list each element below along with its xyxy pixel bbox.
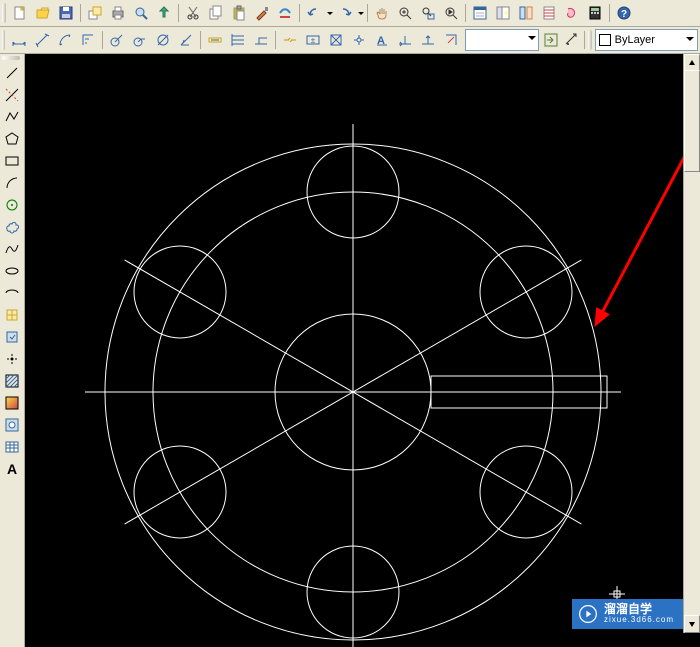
zoom-in-icon[interactable]: [394, 2, 416, 24]
toolbar-grip[interactable]: [2, 3, 6, 23]
hatch-icon[interactable]: [1, 370, 23, 392]
new-icon[interactable]: [9, 2, 31, 24]
region-icon[interactable]: [1, 414, 23, 436]
dim-jogged-icon[interactable]: [129, 29, 151, 51]
redo-icon[interactable]: [334, 2, 356, 24]
properties-icon[interactable]: [469, 2, 491, 24]
play-icon: [578, 604, 598, 624]
dim-baseline-icon[interactable]: [227, 29, 249, 51]
top-toolbar: ?: [0, 0, 700, 27]
dim-linear-icon[interactable]: [8, 29, 30, 51]
plot-icon[interactable]: [107, 2, 129, 24]
scroll-thumb[interactable]: [684, 70, 700, 172]
dim-update-icon[interactable]: [542, 29, 561, 51]
dimension-toolbar: ± A ByLayer: [0, 27, 700, 54]
svg-text:±: ±: [311, 36, 316, 45]
cad-drawing: [25, 54, 685, 647]
polygon-icon[interactable]: [1, 128, 23, 150]
dim-space-icon[interactable]: [279, 29, 301, 51]
dim-ordinate-icon[interactable]: [77, 29, 99, 51]
point-icon[interactable]: [1, 348, 23, 370]
dim-break-icon[interactable]: ±: [302, 29, 324, 51]
color-dropdown[interactable]: ByLayer: [595, 29, 698, 51]
dim-arc-icon[interactable]: [54, 29, 76, 51]
pan-icon[interactable]: [371, 2, 393, 24]
draw-toolbar: A: [0, 54, 25, 647]
separator: [367, 4, 368, 22]
pline-icon[interactable]: [1, 106, 23, 128]
vertical-scrollbar[interactable]: [683, 54, 700, 633]
paste-icon[interactable]: [228, 2, 250, 24]
copy-icon[interactable]: [205, 2, 227, 24]
match-icon[interactable]: [251, 2, 273, 24]
sheet-icon[interactable]: [538, 2, 560, 24]
spline-icon[interactable]: [1, 238, 23, 260]
dim-aligned-icon[interactable]: [31, 29, 53, 51]
table-icon[interactable]: [1, 436, 23, 458]
jogged-linear-icon[interactable]: [394, 29, 416, 51]
color-swatch: [599, 34, 611, 46]
mtext-icon[interactable]: A: [1, 458, 23, 480]
svg-text:?: ?: [621, 9, 627, 20]
dim-style-dropdown[interactable]: [465, 29, 538, 51]
svg-text:A: A: [7, 461, 17, 477]
separator: [178, 4, 179, 22]
help-icon[interactable]: ?: [613, 2, 635, 24]
circle-icon[interactable]: [1, 194, 23, 216]
separator: [609, 4, 610, 22]
dim-quick-icon[interactable]: [204, 29, 226, 51]
watermark: 溜溜自学 zixue.3d66.com: [572, 599, 684, 629]
separator: [200, 31, 201, 49]
separator: [299, 4, 300, 22]
publish-icon[interactable]: [153, 2, 175, 24]
tolerance-icon[interactable]: [325, 29, 347, 51]
zoom-window-icon[interactable]: [417, 2, 439, 24]
toolbar-grip[interactable]: [2, 56, 20, 60]
block-icon[interactable]: [1, 304, 23, 326]
separator: [584, 31, 585, 49]
markup-icon[interactable]: [561, 2, 583, 24]
brush-icon[interactable]: [274, 2, 296, 24]
toolbar-grip[interactable]: [2, 30, 5, 50]
rectangle-icon[interactable]: [1, 150, 23, 172]
toolbar-grip[interactable]: [588, 30, 591, 50]
drawing-canvas[interactable]: 溜溜自学 zixue.3d66.com: [25, 54, 700, 647]
ellipsearc-icon[interactable]: [1, 282, 23, 304]
preview-icon[interactable]: [130, 2, 152, 24]
makeblock-icon[interactable]: [1, 326, 23, 348]
undo-icon[interactable]: [303, 2, 325, 24]
separator: [102, 31, 103, 49]
inspect-icon[interactable]: A: [371, 29, 393, 51]
dcenter-icon[interactable]: [492, 2, 514, 24]
gradient-icon[interactable]: [1, 392, 23, 414]
line-icon[interactable]: [1, 62, 23, 84]
dim-radius-icon[interactable]: [106, 29, 128, 51]
xline-icon[interactable]: [1, 84, 23, 106]
dim-diameter-icon[interactable]: [152, 29, 174, 51]
dim-tedit-icon[interactable]: [440, 29, 462, 51]
dim-continue-icon[interactable]: [250, 29, 272, 51]
toolpal-icon[interactable]: [515, 2, 537, 24]
dropdown-arrow[interactable]: [326, 9, 333, 18]
share-icon[interactable]: [84, 2, 106, 24]
zoom-prev-icon[interactable]: [440, 2, 462, 24]
scroll-down-button[interactable]: [684, 615, 700, 633]
dim-angular-icon[interactable]: [175, 29, 197, 51]
calc-icon[interactable]: [584, 2, 606, 24]
separator: [465, 4, 466, 22]
watermark-url: zixue.3d66.com: [604, 616, 674, 625]
dim-edit-icon[interactable]: [417, 29, 439, 51]
dim-style-icon[interactable]: [562, 29, 581, 51]
center-mark-icon[interactable]: [348, 29, 370, 51]
separator: [275, 31, 276, 49]
arc-icon[interactable]: [1, 172, 23, 194]
save-icon[interactable]: [55, 2, 77, 24]
bylayer-label: ByLayer: [615, 34, 655, 46]
revcloud-icon[interactable]: [1, 216, 23, 238]
dropdown-arrow[interactable]: [357, 9, 364, 18]
separator: [80, 4, 81, 22]
cut-icon[interactable]: [182, 2, 204, 24]
open-icon[interactable]: [32, 2, 54, 24]
ellipse-icon[interactable]: [1, 260, 23, 282]
